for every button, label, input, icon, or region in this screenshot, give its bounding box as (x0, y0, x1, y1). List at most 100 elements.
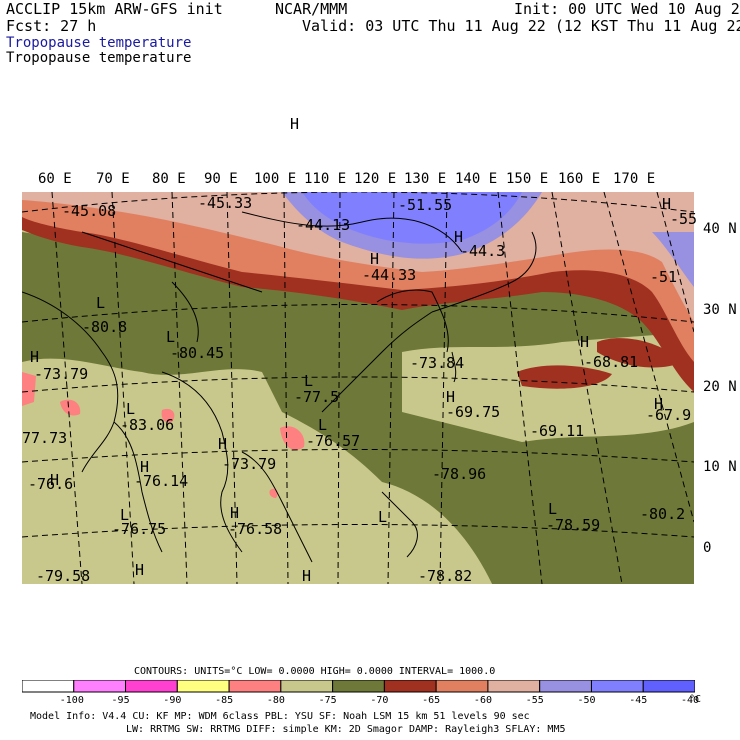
colorbar (22, 680, 695, 693)
contours-info: CONTOURS: UNITS=°C LOW= 0.0000 HIGH= 0.0… (134, 666, 496, 677)
value-label: -83.06 (120, 416, 175, 434)
colorbar-tick: -100 (59, 695, 84, 706)
value-label: -78.82 (418, 567, 473, 585)
low-marker: L (120, 506, 130, 524)
value-label: -78.96 (432, 465, 487, 483)
high-marker: H (218, 435, 228, 453)
colorbar-swatch (487, 680, 541, 693)
low-marker: L (318, 416, 328, 434)
value-label: -45.33 (198, 194, 253, 212)
value-label: -51 (650, 268, 678, 286)
latitude-label: 40 N (703, 221, 737, 237)
graticule (22, 192, 694, 584)
colorbar-tick: -50 (577, 695, 596, 706)
model-info-line2: LW: RRTMG SW: RRTMG DIFF: simple KM: 2D … (126, 724, 566, 735)
high-marker: H (290, 115, 300, 133)
latitude-label: 30 N (703, 302, 737, 318)
pink-spot (60, 399, 81, 416)
colorbar-swatch (642, 680, 695, 693)
value-label: -55 (670, 210, 698, 228)
high-marker: H (662, 195, 672, 213)
colorbar-tick: -45 (629, 695, 648, 706)
value-label: -73.79 (222, 455, 277, 473)
colorbar-swatch (590, 680, 644, 693)
value-label: -44.3 (460, 242, 506, 260)
high-marker: H (30, 348, 40, 366)
forecast-hour: Fcst: 27 h (6, 17, 97, 35)
coastlines (22, 211, 537, 563)
colorbar-swatch (228, 680, 282, 693)
colorbar-swatch (22, 680, 75, 693)
low-marker: L (126, 400, 136, 418)
colorbar-tick: -90 (163, 695, 182, 706)
longitude-label: 100 E (254, 171, 297, 187)
value-label: -80.45 (170, 344, 225, 362)
high-marker: H (446, 388, 456, 406)
value-label: -73.79 (34, 365, 89, 383)
value-label: -45.08 (62, 202, 117, 220)
dark-red-patch (517, 365, 612, 389)
latitude-label: 0 (703, 540, 712, 556)
light-olive-region-south (382, 505, 492, 584)
colorbar-swatch (435, 680, 489, 693)
longitude-label: 140 E (455, 171, 498, 187)
value-label: -69.11 (530, 422, 585, 440)
low-marker: L (304, 372, 314, 390)
colorbar-tick: -60 (473, 695, 492, 706)
longitude-label: 90 E (204, 171, 238, 187)
field-label-shaded: Tropopause temperature (6, 35, 192, 51)
longitude-label: 150 E (506, 171, 549, 187)
value-label: -76.57 (306, 432, 361, 450)
value-label: 77.73 (22, 429, 68, 447)
model-title: ACCLIP 15km ARW-GFS init (6, 0, 223, 18)
colorbar-swatch (280, 680, 334, 693)
colorbar-swatch (332, 680, 385, 693)
value-label: -76.58 (228, 520, 283, 538)
pink-spot (22, 372, 36, 406)
high-marker: H (140, 458, 150, 476)
value-label: -77.5 (294, 388, 340, 406)
org-label: NCAR/MMM (275, 0, 348, 18)
value-label: -67.9 (646, 406, 692, 424)
high-marker: H (135, 561, 145, 579)
high-marker: H (50, 471, 60, 489)
colorbar-tick: -80 (266, 695, 285, 706)
longitude-label: 170 E (613, 171, 656, 187)
pink-spot (161, 408, 175, 423)
colorbar-tick: -40 (681, 695, 700, 706)
blue-region (302, 192, 522, 244)
pink-spot (269, 488, 278, 498)
value-label: -80.2 (640, 505, 686, 523)
longitude-label: 120 E (354, 171, 397, 187)
low-marker: L (96, 294, 106, 312)
valid-time: Valid: 03 UTC Thu 11 Aug 22 (12 KST Thu … (302, 17, 740, 35)
value-label: -51.55 (398, 196, 453, 214)
high-marker: H (580, 333, 590, 351)
colorbar-swatch (539, 680, 592, 693)
value-label: -68.81 (584, 353, 639, 371)
low-marker: L (548, 500, 558, 518)
value-label: -69.75 (446, 403, 501, 421)
latitude-label: 20 N (703, 379, 737, 395)
light-pink-band (22, 192, 694, 322)
colorbar-tick: -55 (525, 695, 544, 706)
latitude-label: 10 N (703, 459, 737, 475)
high-marker: H (454, 228, 464, 246)
longitude-label: 130 E (404, 171, 447, 187)
longitude-label: 160 E (558, 171, 601, 187)
colorbar-swatch (176, 680, 230, 693)
value-label: -80.8 (82, 318, 128, 336)
value-label: -76.14 (134, 472, 189, 490)
value-label: -76.75 (112, 520, 167, 538)
colorbar-tick: -85 (215, 695, 234, 706)
longitude-label: 70 E (96, 171, 130, 187)
high-marker: H (302, 567, 312, 585)
dark-olive-region (22, 232, 694, 584)
longitude-label: 60 E (38, 171, 72, 187)
colorbar-tick: -95 (111, 695, 130, 706)
high-marker: H (370, 250, 380, 268)
map-panel (22, 192, 694, 584)
colorbar-swatch (125, 680, 178, 693)
longitude-label: 110 E (304, 171, 347, 187)
colorbar-tick: -70 (370, 695, 389, 706)
